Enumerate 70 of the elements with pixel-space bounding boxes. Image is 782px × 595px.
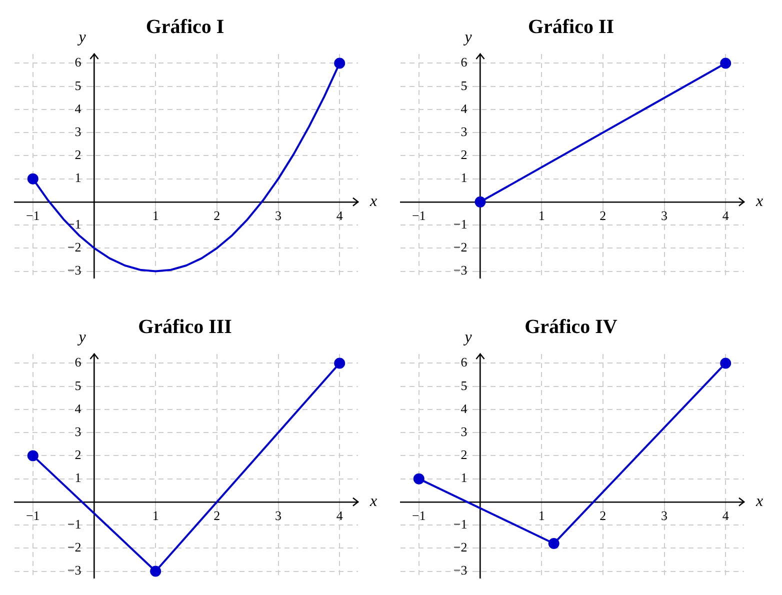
x-tick-label: 1 — [152, 508, 159, 524]
x-tick-label: 3 — [661, 508, 668, 524]
y-axis-title: y — [462, 29, 473, 46]
y-tick-label: −3 — [453, 262, 480, 278]
y-axis-title: y — [462, 329, 473, 346]
y-tick-label: −3 — [453, 562, 480, 578]
y-axis-title: y — [76, 29, 87, 46]
chart-title: Gráfico I — [146, 16, 224, 38]
x-axis-title: x — [755, 493, 764, 510]
y-tick-label: 2 — [74, 147, 94, 162]
y-tick-label: 2 — [460, 147, 480, 162]
y-tick-label: 1 — [74, 170, 94, 186]
x-tick-label: 3 — [275, 208, 282, 224]
x-tick-label: 4 — [722, 208, 730, 224]
x-axis-title: x — [369, 493, 378, 510]
point — [27, 450, 38, 462]
y-tick-label: 5 — [74, 78, 94, 93]
y-tick-label: −2 — [453, 540, 480, 555]
x-tick-label: 3 — [275, 508, 282, 524]
point — [413, 473, 424, 484]
y-tick-label: 1 — [460, 170, 480, 186]
y-tick-label: −2 — [67, 540, 94, 555]
y-tick-label: 6 — [460, 354, 480, 370]
x-tick-label: 1 — [538, 508, 545, 524]
point — [720, 358, 732, 369]
x-tick-label: 2 — [214, 508, 220, 524]
y-tick-label: 4 — [74, 400, 94, 416]
chart-title: Gráfico III — [138, 316, 232, 338]
y-tick-label: 6 — [74, 54, 94, 70]
y-tick-label: −3 — [67, 562, 94, 578]
chart-title: Gráfico IV — [524, 316, 618, 338]
x-tick-label: −1 — [412, 508, 426, 524]
y-tick-label: 6 — [460, 54, 480, 70]
x-tick-label: 3 — [661, 208, 668, 224]
y-tick-label: 5 — [74, 378, 94, 393]
x-tick-label: −1 — [26, 208, 40, 224]
y-tick-label: 3 — [460, 424, 480, 440]
x-axis-title: x — [369, 193, 378, 210]
point — [150, 566, 162, 577]
chart-title: Gráfico II — [528, 16, 614, 38]
y-tick-label: −2 — [453, 240, 480, 255]
x-tick-label: 1 — [538, 208, 545, 224]
point — [548, 538, 560, 550]
x-tick-label: 4 — [336, 508, 344, 524]
y-axis-title: y — [76, 329, 87, 346]
y-tick-label: 3 — [74, 424, 94, 440]
y-tick-label: 2 — [460, 447, 480, 462]
x-tick-label: 2 — [600, 208, 606, 224]
y-tick-label: 3 — [460, 124, 480, 140]
y-tick-label: 3 — [74, 124, 94, 140]
x-tick-label: 2 — [214, 208, 220, 224]
y-tick-label: 1 — [74, 470, 94, 486]
x-tick-label: 2 — [600, 508, 606, 524]
x-tick-label: 4 — [722, 508, 730, 524]
y-tick-label: −2 — [67, 240, 94, 255]
y-tick-label: −3 — [67, 262, 94, 278]
y-tick-label: 5 — [460, 378, 480, 393]
y-tick-label: 1 — [460, 470, 480, 486]
point — [334, 358, 346, 369]
y-tick-label: 6 — [74, 354, 94, 370]
y-tick-label: 5 — [460, 78, 480, 93]
y-tick-label: 4 — [460, 100, 480, 116]
x-tick-label: 4 — [336, 208, 344, 224]
x-tick-label: −1 — [412, 208, 426, 224]
y-tick-label: 2 — [74, 447, 94, 462]
x-axis-title: x — [755, 193, 764, 210]
y-tick-label: 4 — [460, 400, 480, 416]
x-tick-label: 1 — [152, 208, 159, 224]
x-tick-label: −1 — [26, 508, 40, 524]
y-tick-label: 4 — [74, 100, 94, 116]
